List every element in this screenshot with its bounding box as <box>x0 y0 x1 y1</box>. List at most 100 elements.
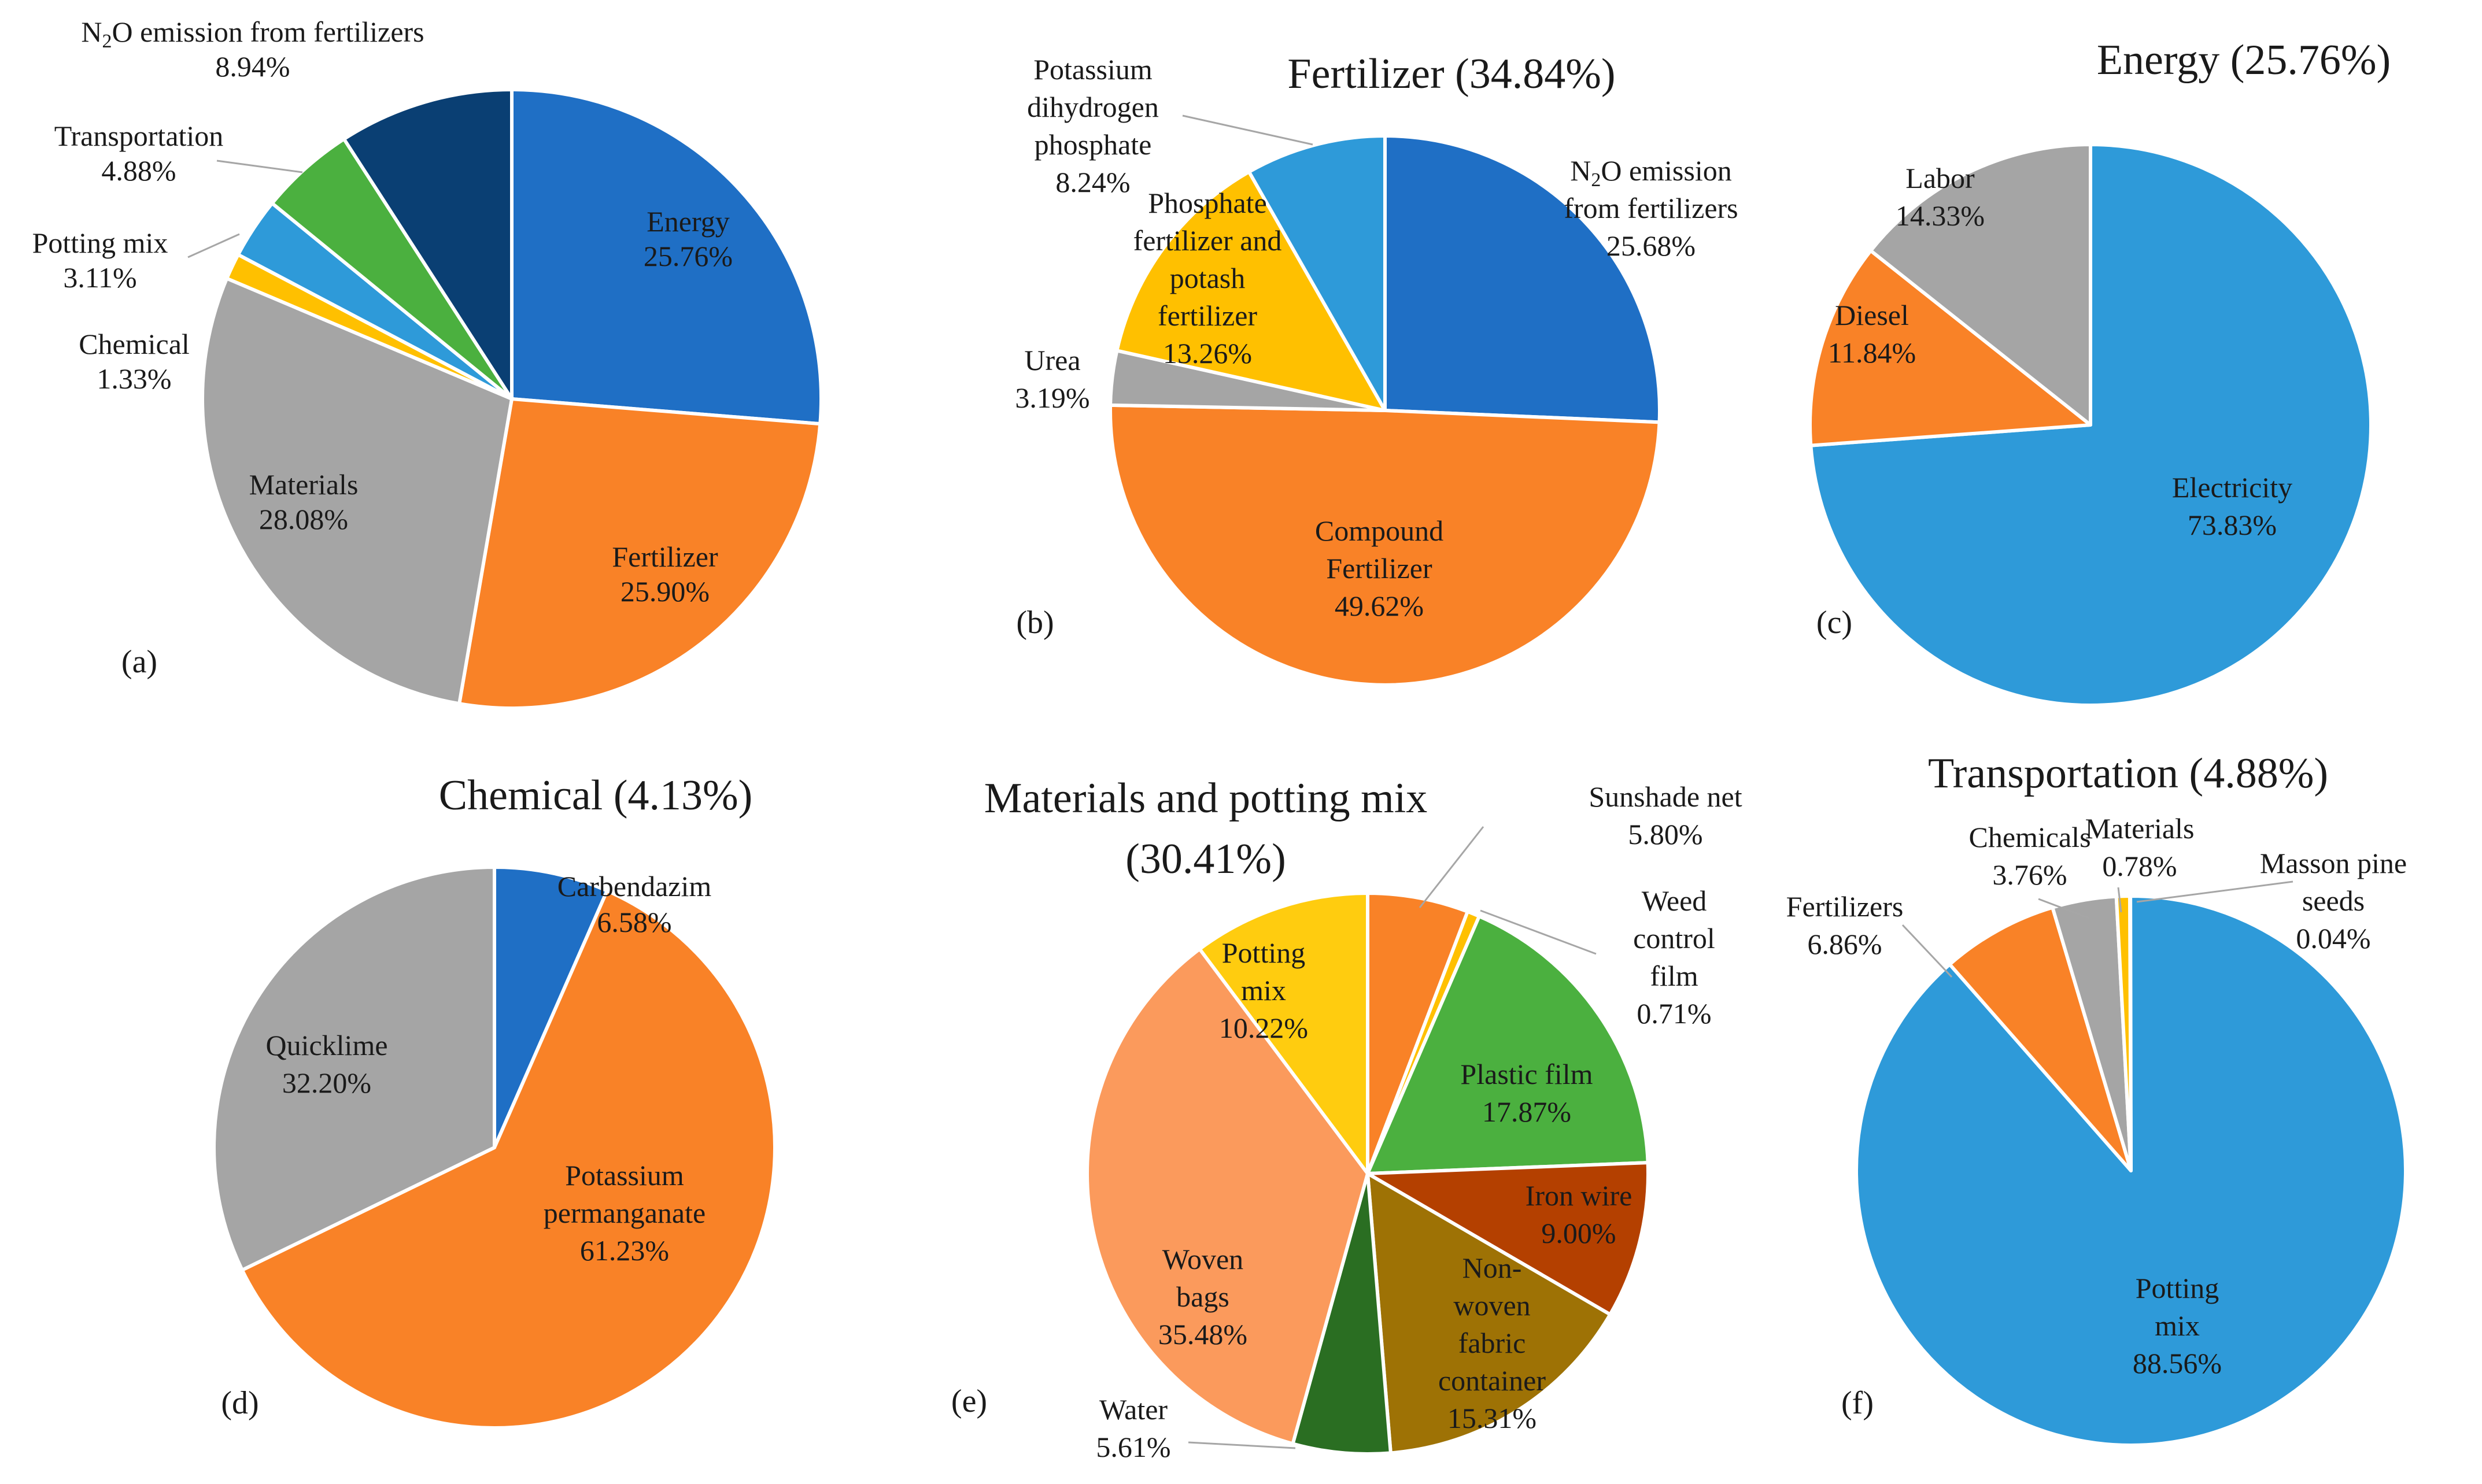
title-e: Materials and potting mix (30.41%) <box>984 775 1428 883</box>
permanganate-line1: Potassium <box>565 1159 684 1191</box>
leader-f-chemicals <box>2038 898 2089 919</box>
label-e-water: Water 5.61% <box>1096 1393 1170 1463</box>
pie-slice-d-carbendazim <box>493 865 609 1149</box>
label-e-potting: Potting mix 10.22% <box>1219 937 1308 1044</box>
potting-line2: mix <box>1241 974 1286 1006</box>
label-a-energy: Energy 25.76% <box>644 205 733 272</box>
leader-b-potassium <box>1182 114 1313 146</box>
leader-e-weed <box>1480 909 1597 955</box>
label-b-phosphate: Phosphate fertilizer and potash fertilizer 1… <box>1133 187 1282 369</box>
panel-a: Energy 25.76% Fertilizer 25.90% Materials 2… <box>32 16 733 680</box>
panel-e-letter: (e) <box>951 1383 987 1419</box>
label-a-n2o: N2O emission from fertilizers 8.94% <box>81 16 424 83</box>
title-b: Fertilizer (34.84%) <box>1287 50 1615 98</box>
panel-b: Fertilizer (34.84%) N2O emission from fer… <box>1015 50 1738 641</box>
label-f-materials: Materials 0.78% <box>2085 812 2195 882</box>
pie-slice-f-materials <box>2114 894 2133 1172</box>
nonwoven-line4: container <box>1438 1364 1546 1397</box>
pie-slice-c-diesel <box>1808 249 2092 447</box>
pie-slice-b-potassium-dihydrogen-phosphate <box>1247 134 1387 412</box>
label-b-compound: Compound Fertilizer 49.62% <box>1315 515 1443 622</box>
title-e-line2: (30.41%) <box>1125 835 1286 883</box>
panel-e: Materials and potting mix (30.41%) Sunsha… <box>951 775 1742 1463</box>
label-e-plastic: Plastic film 17.87% <box>1460 1058 1593 1128</box>
panel-d-letter: (d) <box>221 1385 258 1421</box>
compound-line2: Fertilizer <box>1326 552 1432 584</box>
pie-slice-d-quicklime <box>212 865 496 1272</box>
leader-a-potting-mix <box>187 233 240 258</box>
n2o-prefix: N <box>1570 154 1591 187</box>
pie-slice-c-labor <box>1868 143 2092 427</box>
leader-lines-layer <box>187 114 2293 1449</box>
title-c: Energy (25.76%) <box>2097 36 2391 84</box>
label-b-n2o: N2O emission from fertilizers 25.68% <box>1564 154 1738 262</box>
leader-f-masson <box>2136 880 2293 903</box>
pie-slice-b-n2o-emission-from-fertilizers <box>1383 134 1661 424</box>
label-f-potting: Potting mix 88.56% <box>2133 1272 2222 1379</box>
pie-slice-a-transportation <box>270 137 514 401</box>
title-d: Chemical (4.13%) <box>439 772 753 819</box>
panel-a-letter: (a) <box>121 644 157 680</box>
pie-slice-d-potassium-permanganate <box>240 889 777 1430</box>
label-f-masson: Masson pine seeds 0.04% <box>2260 847 2407 954</box>
leader-e-sunshade <box>1419 826 1484 908</box>
label-d-carbendazim: Carbendazim 6.58% <box>557 870 712 938</box>
potting-f-line1: Potting <box>2136 1272 2219 1304</box>
n2o-line2: from fertilizers <box>1564 192 1738 224</box>
panel-f-letter: (f) <box>1841 1385 1874 1421</box>
panel-c-letter: (c) <box>1816 605 1852 641</box>
n2o-prefix: N <box>81 16 102 48</box>
label-d-permanganate: Potassium permanganate 61.23% <box>544 1159 706 1267</box>
pie-slice-a-energy <box>510 88 823 426</box>
title-e-line1: Materials and potting mix <box>984 775 1428 822</box>
pie-slice-e-non-woven-fabric-container <box>1366 1172 1612 1455</box>
phosphate-line3: potash <box>1170 262 1246 294</box>
pie-slice-e-woven-bags <box>1085 947 1369 1446</box>
pie-slice-e-water <box>1291 1172 1393 1456</box>
pie-slice-e-potting-mix <box>1198 891 1369 1175</box>
masson-line2: seeds <box>2302 885 2365 917</box>
pie-slices-layer <box>201 88 2407 1456</box>
label-e-iron: Iron wire 9.00% <box>1526 1179 1632 1249</box>
n2o-subscript: 2 <box>1591 169 1601 191</box>
masson-line1: Masson pine <box>2260 847 2407 879</box>
panel-c: Energy (25.76%) Electricity 73.83% Diesel… <box>1816 36 2391 641</box>
label-e-weed: Weed control film 0.71% <box>1633 885 1715 1030</box>
nonwoven-line1: Non- <box>1462 1252 1522 1284</box>
label-e-nonwoven: Non-woven fabric container 15.31% <box>1438 1252 1546 1434</box>
panel-b-letter: (b) <box>1016 605 1054 641</box>
panel-f: Transportation (4.88%) Masson pine seeds 0… <box>1786 750 2407 1421</box>
leader-a-transportation <box>216 160 303 173</box>
label-a-materials: Materials 28.08% <box>249 468 359 535</box>
pie-slice-f-potting-mix <box>1855 894 2407 1447</box>
potting-line1: Potting <box>1222 937 1305 969</box>
phosphate-line2: fertilizer and <box>1133 224 1282 257</box>
pie-slice-a-fertilizer <box>457 397 822 710</box>
label-a-potting-mix: Potting mix 3.11% <box>32 227 168 294</box>
n2o-rest: O emission from fertilizers <box>112 16 424 48</box>
label-b-urea: Urea 3.19% <box>1015 344 1089 414</box>
phosphate-line1: Phosphate <box>1148 187 1267 219</box>
title-f: Transportation (4.88%) <box>1928 750 2328 797</box>
pie-slice-e-plastic-film <box>1366 915 1650 1175</box>
label-c-electricity: Electricity 73.83% <box>2172 471 2292 541</box>
weed-line2: control <box>1633 922 1715 954</box>
label-d-quicklime: Quicklime 32.20% <box>265 1029 387 1099</box>
label-a-chemical: Chemical 1.33% <box>79 328 190 395</box>
potting-f-line2: mix <box>2155 1309 2200 1342</box>
label-b-potassium: Potassium dihydrogen phosphate 8.24% <box>1027 53 1159 198</box>
permanganate-line2: permanganate <box>544 1197 706 1229</box>
pie-slice-a-n2o-emission-from-fertilizers <box>342 88 514 401</box>
panel-d: Chemical (4.13%) Carbendazim 6.58% Potass… <box>221 772 752 1421</box>
potassium-line3: phosphate <box>1035 128 1152 161</box>
potassium-line2: dihydrogen <box>1027 91 1159 123</box>
leader-f-materials <box>2117 887 2122 913</box>
woven-line1: Woven <box>1162 1243 1243 1275</box>
label-a-transportation: Transportation 4.88% <box>54 120 224 187</box>
potassium-line1: Potassium <box>1033 53 1153 86</box>
n2o-subscript: 2 <box>102 31 112 52</box>
woven-line2: bags <box>1176 1281 1229 1313</box>
weed-line3: film <box>1650 960 1698 992</box>
compound-line1: Compound <box>1315 515 1443 547</box>
